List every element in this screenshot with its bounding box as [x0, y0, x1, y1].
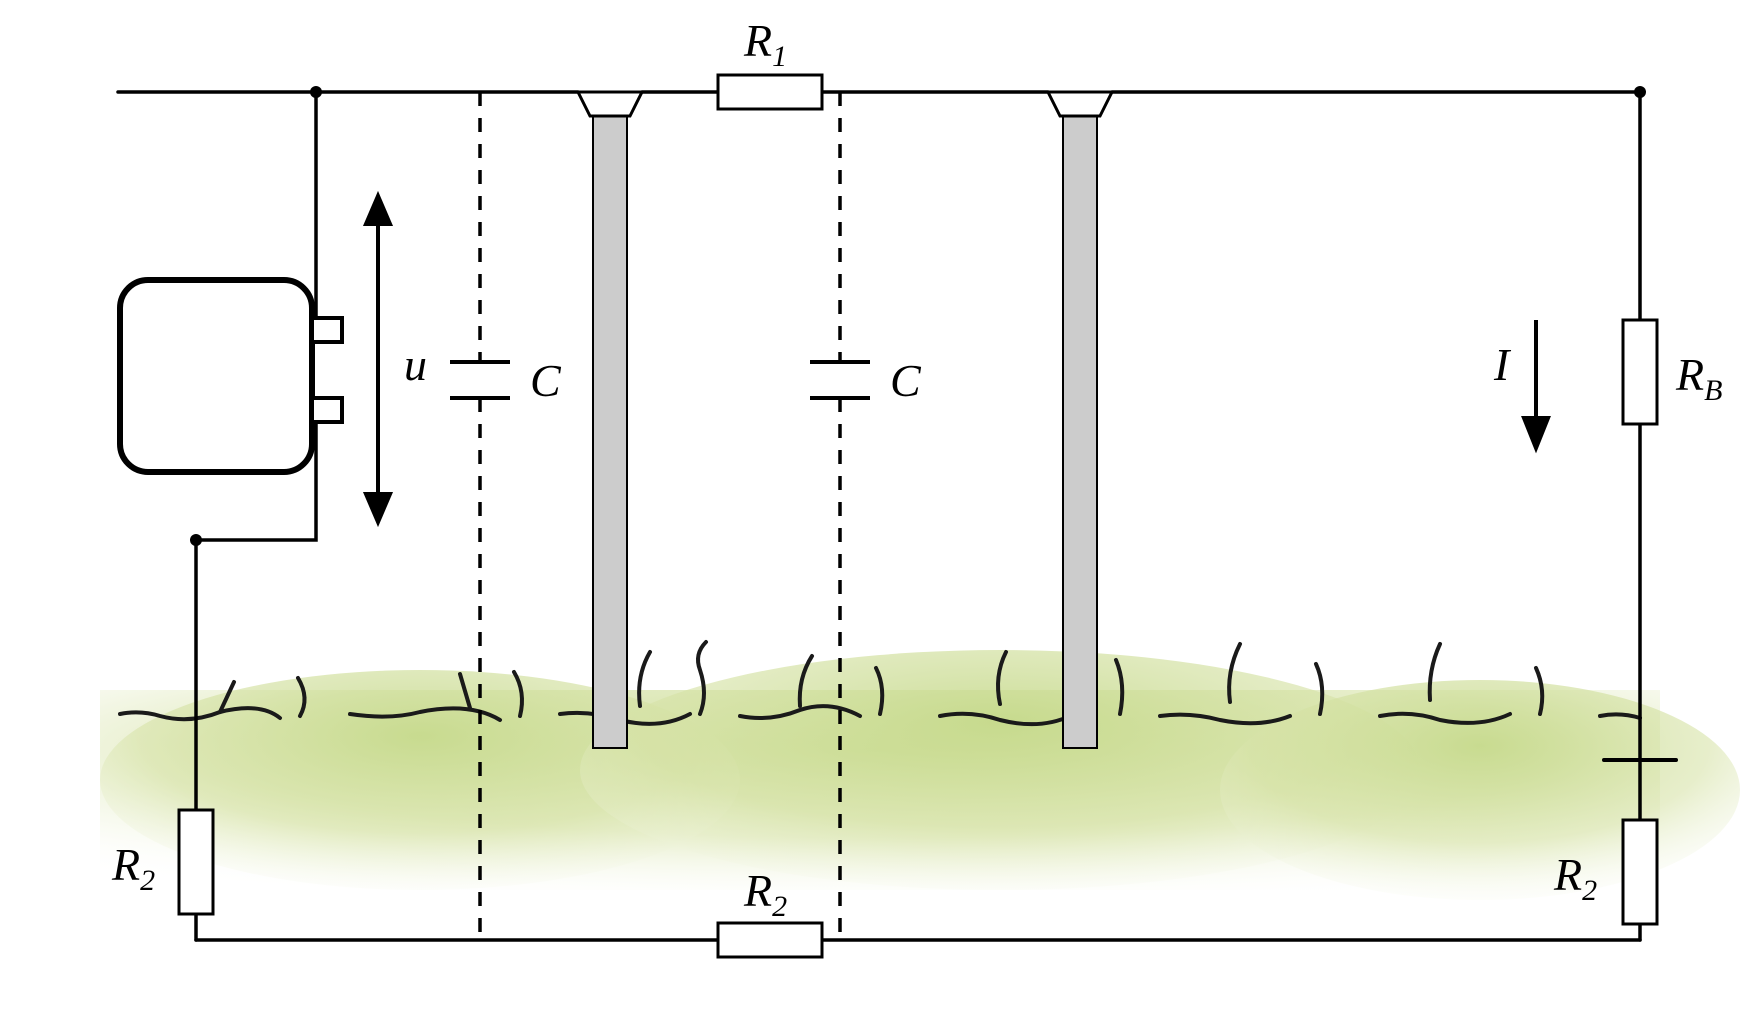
- insulator-pole-2: [1048, 92, 1112, 748]
- label-R2-right-sub: 2: [1582, 874, 1597, 907]
- capacitor-2: [810, 362, 870, 398]
- voltage-arrow-u: [366, 196, 390, 522]
- source-box: [120, 280, 342, 472]
- circuit-diagram: R1 C C u I RB R2 R2 R2: [0, 0, 1754, 1020]
- insulator-pole-1: [578, 92, 642, 748]
- label-R2-left: R: [111, 839, 140, 890]
- label-R1: R: [743, 15, 772, 66]
- ground-fill: [100, 650, 1740, 900]
- svg-text:R1: R1: [743, 15, 787, 73]
- capacitor-1: [450, 362, 510, 398]
- resistor-R1: [718, 75, 822, 109]
- label-R2-right: R: [1553, 849, 1582, 900]
- label-RB-sub: B: [1704, 374, 1722, 407]
- resistor-R2-bottom: [718, 923, 822, 957]
- node-dots: [190, 86, 1646, 546]
- label-R2-bottom: R: [743, 865, 772, 916]
- resistor-R2-left: [179, 810, 213, 914]
- current-arrow-I: [1524, 320, 1548, 448]
- label-C-2: C: [890, 355, 922, 406]
- label-R2-left-sub: 2: [140, 864, 155, 897]
- label-R2-bottom-sub: 2: [772, 890, 787, 923]
- label-C-1: C: [530, 355, 562, 406]
- label-R1-sub: 1: [772, 40, 787, 73]
- svg-text:RB: RB: [1675, 349, 1722, 407]
- label-RB: R: [1675, 349, 1704, 400]
- label-I: I: [1493, 339, 1512, 390]
- label-u: u: [404, 339, 427, 390]
- resistor-R2-right: [1623, 820, 1657, 924]
- resistor-RB: [1623, 320, 1657, 424]
